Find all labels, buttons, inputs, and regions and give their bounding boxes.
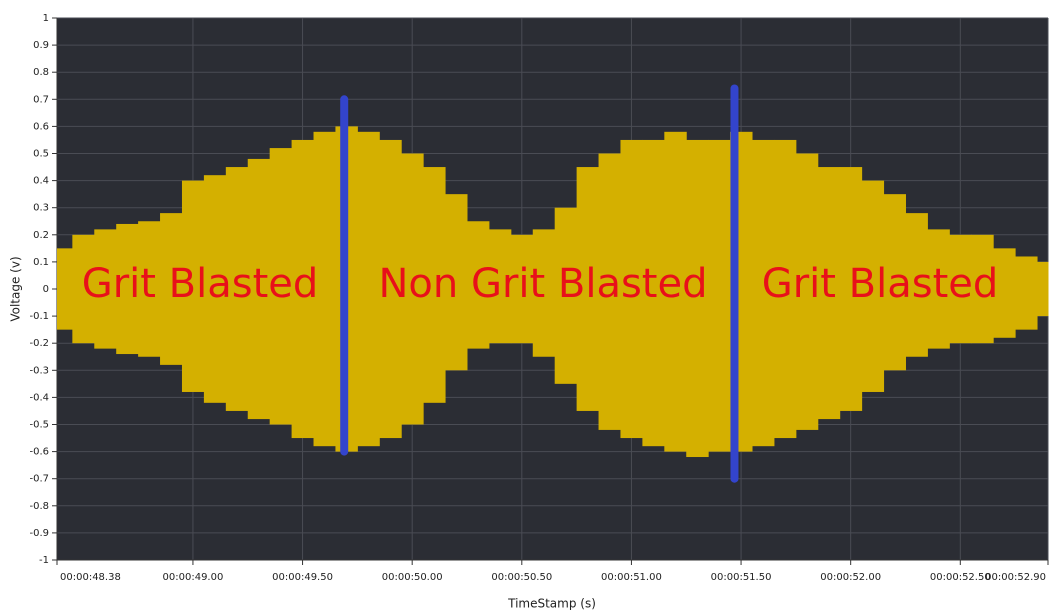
y-tick-label: 1 <box>43 13 49 24</box>
signal-envelope <box>795 153 819 430</box>
y-tick-label: 0.3 <box>33 203 49 214</box>
signal-envelope <box>1037 261 1049 317</box>
y-tick-label: -0.6 <box>29 447 49 458</box>
signal-envelope <box>708 139 731 452</box>
signal-envelope <box>949 234 972 344</box>
y-tick-label: -0.4 <box>29 392 49 403</box>
region-label: Grit Blasted <box>762 261 999 307</box>
signal-envelope <box>313 131 336 447</box>
y-tick-label: 0.2 <box>33 230 49 241</box>
signal-envelope <box>116 223 139 355</box>
signal-envelope <box>138 221 161 357</box>
y-tick-label: 0.4 <box>33 176 49 187</box>
signal-envelope <box>57 248 73 330</box>
signal-envelope <box>620 139 643 439</box>
y-tick-label: -0.9 <box>29 528 49 539</box>
signal-envelope <box>598 153 621 430</box>
signal-envelope <box>510 234 534 344</box>
x-tick-label: 00:00:51.50 <box>711 572 772 583</box>
signal-envelope <box>181 180 205 392</box>
x-tick-label: 00:00:52.00 <box>820 572 881 583</box>
signal-envelope <box>247 158 271 420</box>
y-tick-label: -1 <box>39 555 49 566</box>
y-tick-label: 0.5 <box>33 149 49 160</box>
y-tick-label: -0.2 <box>29 338 49 349</box>
y-tick-label: -0.8 <box>29 501 49 512</box>
signal-envelope <box>773 139 797 439</box>
x-tick-label: 00:00:51.00 <box>601 572 662 583</box>
signal-envelope <box>203 175 227 403</box>
signal-envelope <box>927 229 950 349</box>
y-tick-label: 0 <box>43 284 49 295</box>
y-tick-label: 0.9 <box>33 40 49 51</box>
signal-envelope <box>466 221 490 349</box>
signal-envelope <box>445 194 468 371</box>
signal-envelope <box>401 153 424 425</box>
signal-envelope <box>269 148 293 425</box>
signal-envelope <box>993 248 1016 338</box>
signal-envelope <box>379 139 402 439</box>
region-label: Grit Blasted <box>82 261 319 307</box>
signal-envelope <box>642 139 665 447</box>
x-tick-label: 00:00:49.50 <box>272 572 333 583</box>
signal-envelope <box>160 213 183 365</box>
x-tick-label: 00:00:52.50 <box>930 572 991 583</box>
signal-envelope <box>576 167 600 411</box>
y-axis-label: Voltage (v) <box>9 256 23 321</box>
signal-envelope <box>664 131 687 452</box>
signal-envelope <box>554 207 578 384</box>
signal-envelope <box>971 234 994 344</box>
signal-envelope <box>752 139 775 447</box>
x-tick-label: 00:00:48.38 <box>60 572 121 583</box>
y-tick-label: 0.8 <box>33 67 49 78</box>
signal-envelope <box>686 139 709 458</box>
signal-envelope <box>817 167 841 420</box>
signal-envelope <box>861 180 885 392</box>
region-label: Non Grit Blasted <box>378 261 707 307</box>
signal-envelope <box>532 229 556 357</box>
x-tick-label: 00:00:49.00 <box>163 572 224 583</box>
signal-envelope <box>72 234 95 344</box>
signal-envelope <box>488 229 512 344</box>
signal-envelope <box>94 229 117 349</box>
x-tick-label: 00:00:52.90 <box>985 572 1046 583</box>
x-axis-label: TimeStamp (s) <box>507 597 596 611</box>
signal-envelope <box>905 213 928 357</box>
x-tick-label: 00:00:50.00 <box>382 572 443 583</box>
signal-envelope <box>291 139 315 439</box>
y-tick-label: -0.1 <box>29 311 49 322</box>
signal-envelope <box>225 167 249 411</box>
y-tick-label: 0.1 <box>33 257 49 268</box>
y-tick-label: 0.7 <box>33 94 49 105</box>
signal-envelope <box>839 167 863 411</box>
signal-envelope <box>1015 256 1038 330</box>
signal-envelope <box>357 131 380 447</box>
y-tick-label: -0.5 <box>29 420 49 431</box>
signal-envelope <box>883 194 906 371</box>
signal-envelope <box>423 167 446 403</box>
y-tick-label: 0.6 <box>33 121 49 132</box>
x-tick-label: 00:00:50.50 <box>491 572 552 583</box>
y-tick-label: -0.3 <box>29 365 49 376</box>
y-tick-label: -0.7 <box>29 474 49 485</box>
